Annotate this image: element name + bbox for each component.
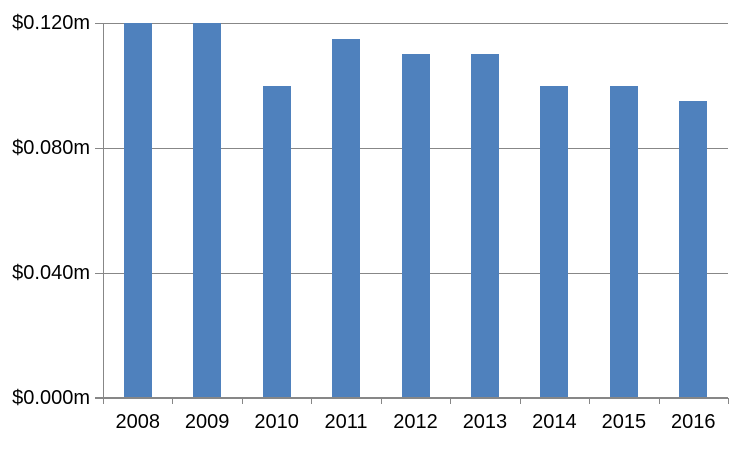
x-tick-mark xyxy=(589,398,591,404)
y-tick-mark xyxy=(95,23,103,24)
x-tick-mark xyxy=(450,398,452,404)
bar xyxy=(262,85,291,398)
y-tick-label: $0.120m xyxy=(12,12,90,34)
y-tick-mark xyxy=(95,398,103,399)
y-tick-label: $0.080m xyxy=(12,137,90,159)
bar xyxy=(679,101,708,398)
bar xyxy=(609,85,638,398)
x-tick-mark xyxy=(311,398,313,404)
x-tick-mark xyxy=(172,398,174,404)
x-tick-mark xyxy=(728,398,729,404)
x-tick-mark xyxy=(380,398,382,404)
bar xyxy=(401,54,430,398)
x-tick-label: 2015 xyxy=(601,411,647,433)
x-tick-label: 2013 xyxy=(462,411,508,433)
x-tick-mark xyxy=(519,398,521,404)
x-tick-label: 2009 xyxy=(184,411,230,433)
x-tick-mark xyxy=(103,398,104,404)
y-axis-line xyxy=(103,23,104,398)
x-tick-label: 2016 xyxy=(671,411,716,433)
x-tick-mark xyxy=(658,398,660,404)
x-tick-label: 2011 xyxy=(324,411,368,433)
gridline xyxy=(103,23,728,24)
bar xyxy=(332,38,361,398)
x-tick-label: 2012 xyxy=(393,411,438,433)
bar xyxy=(193,23,222,398)
x-tick-label: 2008 xyxy=(115,411,160,433)
x-tick-label: 2014 xyxy=(532,411,577,433)
bar xyxy=(123,23,152,398)
x-axis-line xyxy=(95,397,728,399)
y-tick-mark xyxy=(95,273,103,274)
bar xyxy=(540,85,569,398)
y-tick-mark xyxy=(95,148,103,149)
y-tick-label: $0.000m xyxy=(12,387,90,409)
x-tick-label: 2010 xyxy=(254,411,299,433)
x-tick-mark xyxy=(241,398,243,404)
y-tick-label: $0.040m xyxy=(12,262,90,284)
bar xyxy=(470,54,499,398)
